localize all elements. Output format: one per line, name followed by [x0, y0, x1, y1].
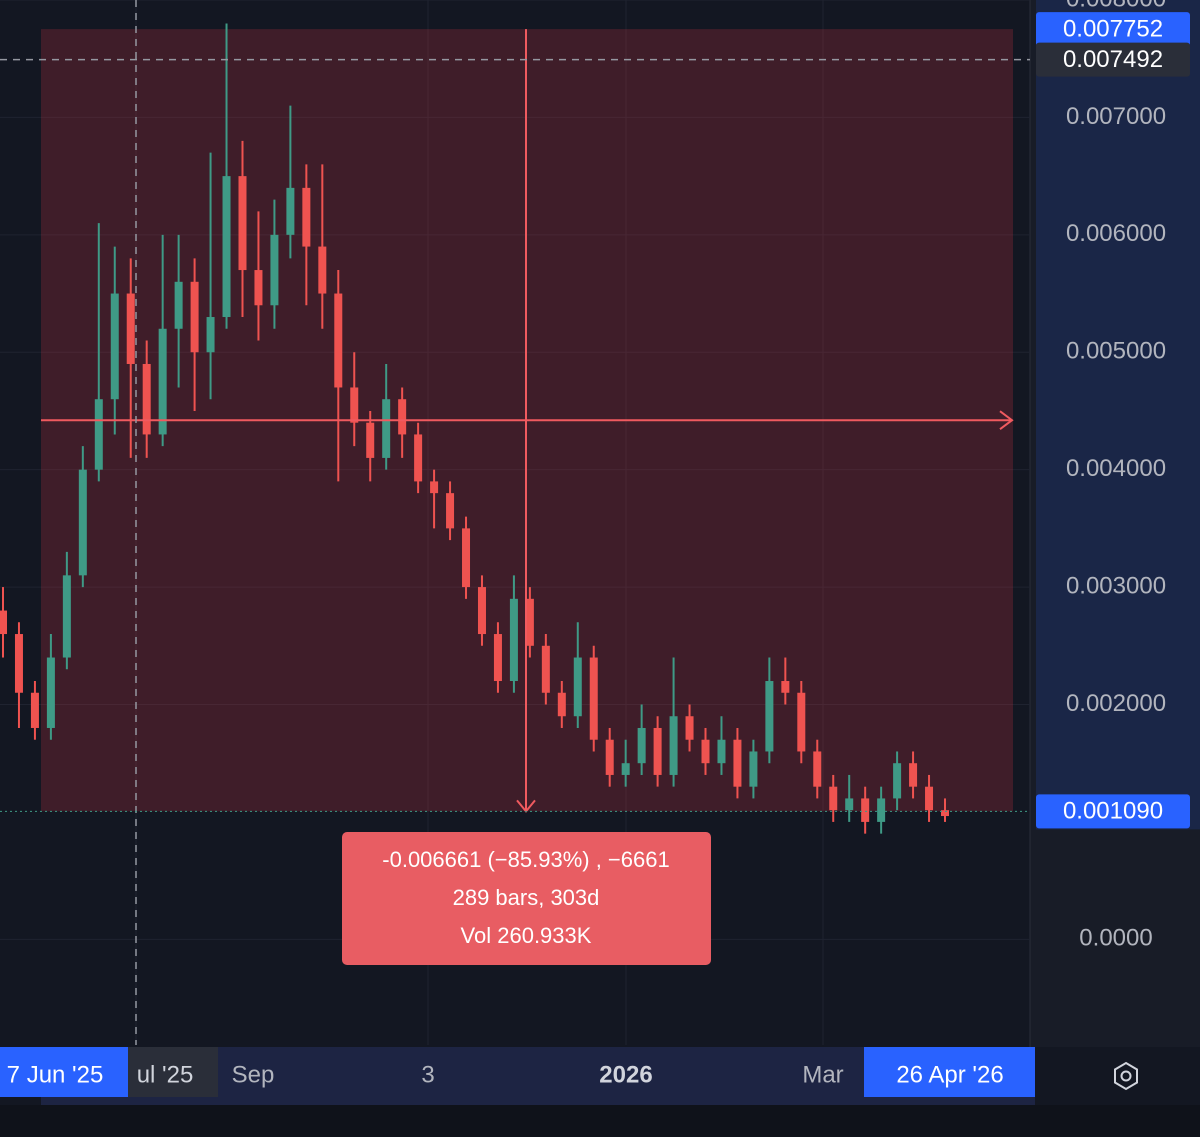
x-tick-label: 7 Jun '25: [7, 1061, 104, 1088]
candle-body: [669, 716, 678, 775]
candle-body: [286, 187, 295, 235]
candle-body: [398, 399, 407, 435]
candle-body: [430, 481, 439, 494]
candle-body: [813, 751, 822, 787]
candle-body: [382, 399, 391, 458]
candle-body: [110, 293, 119, 400]
candle-body: [909, 763, 918, 787]
candle-body: [925, 786, 934, 811]
y-tick-label: 0.002000: [1066, 690, 1166, 717]
candle-body: [765, 681, 774, 752]
candle-body: [829, 786, 838, 811]
x-tick-label: 2026: [599, 1061, 652, 1088]
settings-hexagon: [1114, 1061, 1138, 1091]
y-tick-label: 0.003000: [1066, 572, 1166, 599]
candle-body: [605, 739, 614, 775]
candle-body: [270, 234, 279, 306]
candle-body: [621, 763, 630, 775]
candle-body: [653, 727, 662, 775]
bottom-toolbar: [0, 1105, 1200, 1137]
y-tick-label: 0.006000: [1066, 220, 1166, 247]
candle-body: [685, 716, 694, 740]
price-label: 0.007752: [1063, 15, 1163, 42]
candle-body: [366, 422, 375, 458]
y-tick-label: 0.008000: [1066, 0, 1166, 12]
candle-body: [845, 798, 854, 811]
candle-body: [206, 317, 215, 353]
x-tick-label: Mar: [802, 1061, 843, 1088]
candle-body: [701, 739, 710, 764]
settings-center: [1120, 1070, 1132, 1082]
price-label: 0.001090: [1063, 798, 1163, 825]
candle-body: [414, 434, 423, 482]
candle-body: [525, 598, 534, 646]
candle-body: [733, 739, 742, 787]
x-label-box: [0, 1047, 128, 1097]
candle-body: [0, 610, 7, 635]
settings-icon[interactable]: [1114, 1061, 1138, 1091]
candle-body: [350, 387, 359, 423]
candle-body: [462, 528, 471, 588]
candle-body: [493, 634, 502, 682]
x-tick-label: ul '25: [137, 1061, 194, 1088]
candle-body: [334, 293, 343, 388]
measure-tooltip-text: 289 bars, 303d: [453, 885, 600, 910]
candle-body: [94, 399, 103, 470]
price-label: 0.007492: [1063, 46, 1163, 73]
measure-tooltip-text: Vol 260.933K: [461, 923, 592, 948]
candle-body: [254, 270, 263, 306]
measure-tooltip-text: -0.006661 (−85.93%) , −6661: [382, 847, 669, 872]
measure-arrow-right: [999, 410, 1014, 431]
candle-body: [877, 798, 886, 822]
candle-body: [190, 281, 199, 353]
x-label-box: [128, 1047, 218, 1097]
candle-body: [126, 293, 135, 364]
candle-body: [861, 798, 870, 822]
x-label-box: [864, 1047, 1035, 1097]
x-tick-label: Sep: [232, 1061, 275, 1088]
price-label-box: [1036, 42, 1190, 77]
candle-body: [142, 363, 151, 435]
candle-body: [477, 587, 486, 635]
candle-body: [62, 575, 71, 658]
candle-body: [318, 246, 327, 294]
measure-tooltip: [342, 832, 711, 965]
x-tick-label: 3: [421, 1061, 434, 1088]
candle-body: [941, 810, 949, 817]
y-tick-label: 0.007000: [1066, 103, 1166, 130]
candle-body: [541, 645, 550, 693]
candle-body: [557, 692, 566, 717]
price-axis-range-highlight: [1036, 0, 1200, 830]
candle-body: [781, 681, 790, 693]
candle-body: [14, 634, 23, 693]
price-label-box: [1036, 12, 1190, 47]
candle-body: [573, 657, 582, 717]
overlay: [0, 0, 1030, 1045]
candle-body: [30, 692, 39, 728]
candle-body: [637, 727, 646, 764]
price-label-box: [1036, 794, 1190, 829]
candle-body: [238, 176, 247, 271]
candle-body: [797, 692, 806, 752]
candle-body: [589, 657, 598, 740]
candle-body: [158, 328, 167, 435]
candle-body: [78, 469, 87, 576]
candle-body: [446, 493, 455, 529]
candle-body: [893, 763, 902, 799]
candle-body: [302, 187, 311, 247]
price-axis-panel: [1030, 0, 1200, 1047]
x-tick-label: 26 Apr '26: [896, 1061, 1003, 1088]
y-tick-label: 0.004000: [1066, 455, 1166, 482]
candle-body: [717, 739, 726, 764]
candle-body: [174, 281, 183, 329]
candle-body: [222, 176, 231, 318]
candle-body: [46, 657, 55, 728]
candle-body: [509, 598, 518, 682]
candle-body: [749, 751, 758, 787]
y-tick-label: 0.0000: [1079, 925, 1152, 952]
y-tick-label: 0.005000: [1066, 338, 1166, 365]
